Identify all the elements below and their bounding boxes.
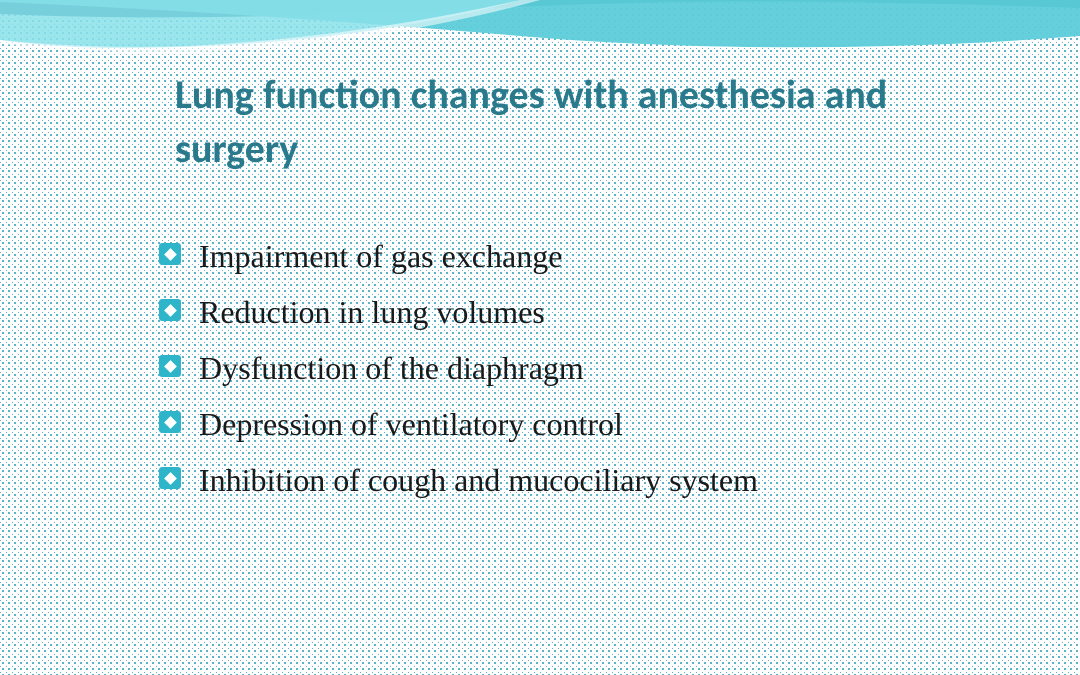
bullet-text: Inhibition of cough and mucociliary syst… — [199, 462, 758, 498]
bullet-icon — [159, 355, 181, 377]
bullet-text: Depression of ventilatory control — [199, 406, 623, 442]
bullet-text: Impairment of gas exchange — [199, 238, 562, 274]
bullet-icon — [159, 411, 181, 433]
slide-content: Lung function changes with anesthesia an… — [175, 68, 935, 508]
bullet-icon — [159, 467, 181, 489]
slide-title: Lung function changes with anesthesia an… — [175, 68, 935, 176]
bullet-text: Reduction in lung volumes — [199, 294, 545, 330]
bullet-icon — [159, 299, 181, 321]
list-item: Impairment of gas exchange — [175, 228, 935, 284]
bullet-list: Impairment of gas exchange Reduction in … — [175, 228, 935, 508]
list-item: Dysfunction of the diaphragm — [175, 340, 935, 396]
list-item: Reduction in lung volumes — [175, 284, 935, 340]
list-item: Inhibition of cough and mucociliary syst… — [175, 452, 935, 508]
bullet-icon — [159, 243, 181, 265]
bullet-text: Dysfunction of the diaphragm — [199, 350, 584, 386]
list-item: Depression of ventilatory control — [175, 396, 935, 452]
